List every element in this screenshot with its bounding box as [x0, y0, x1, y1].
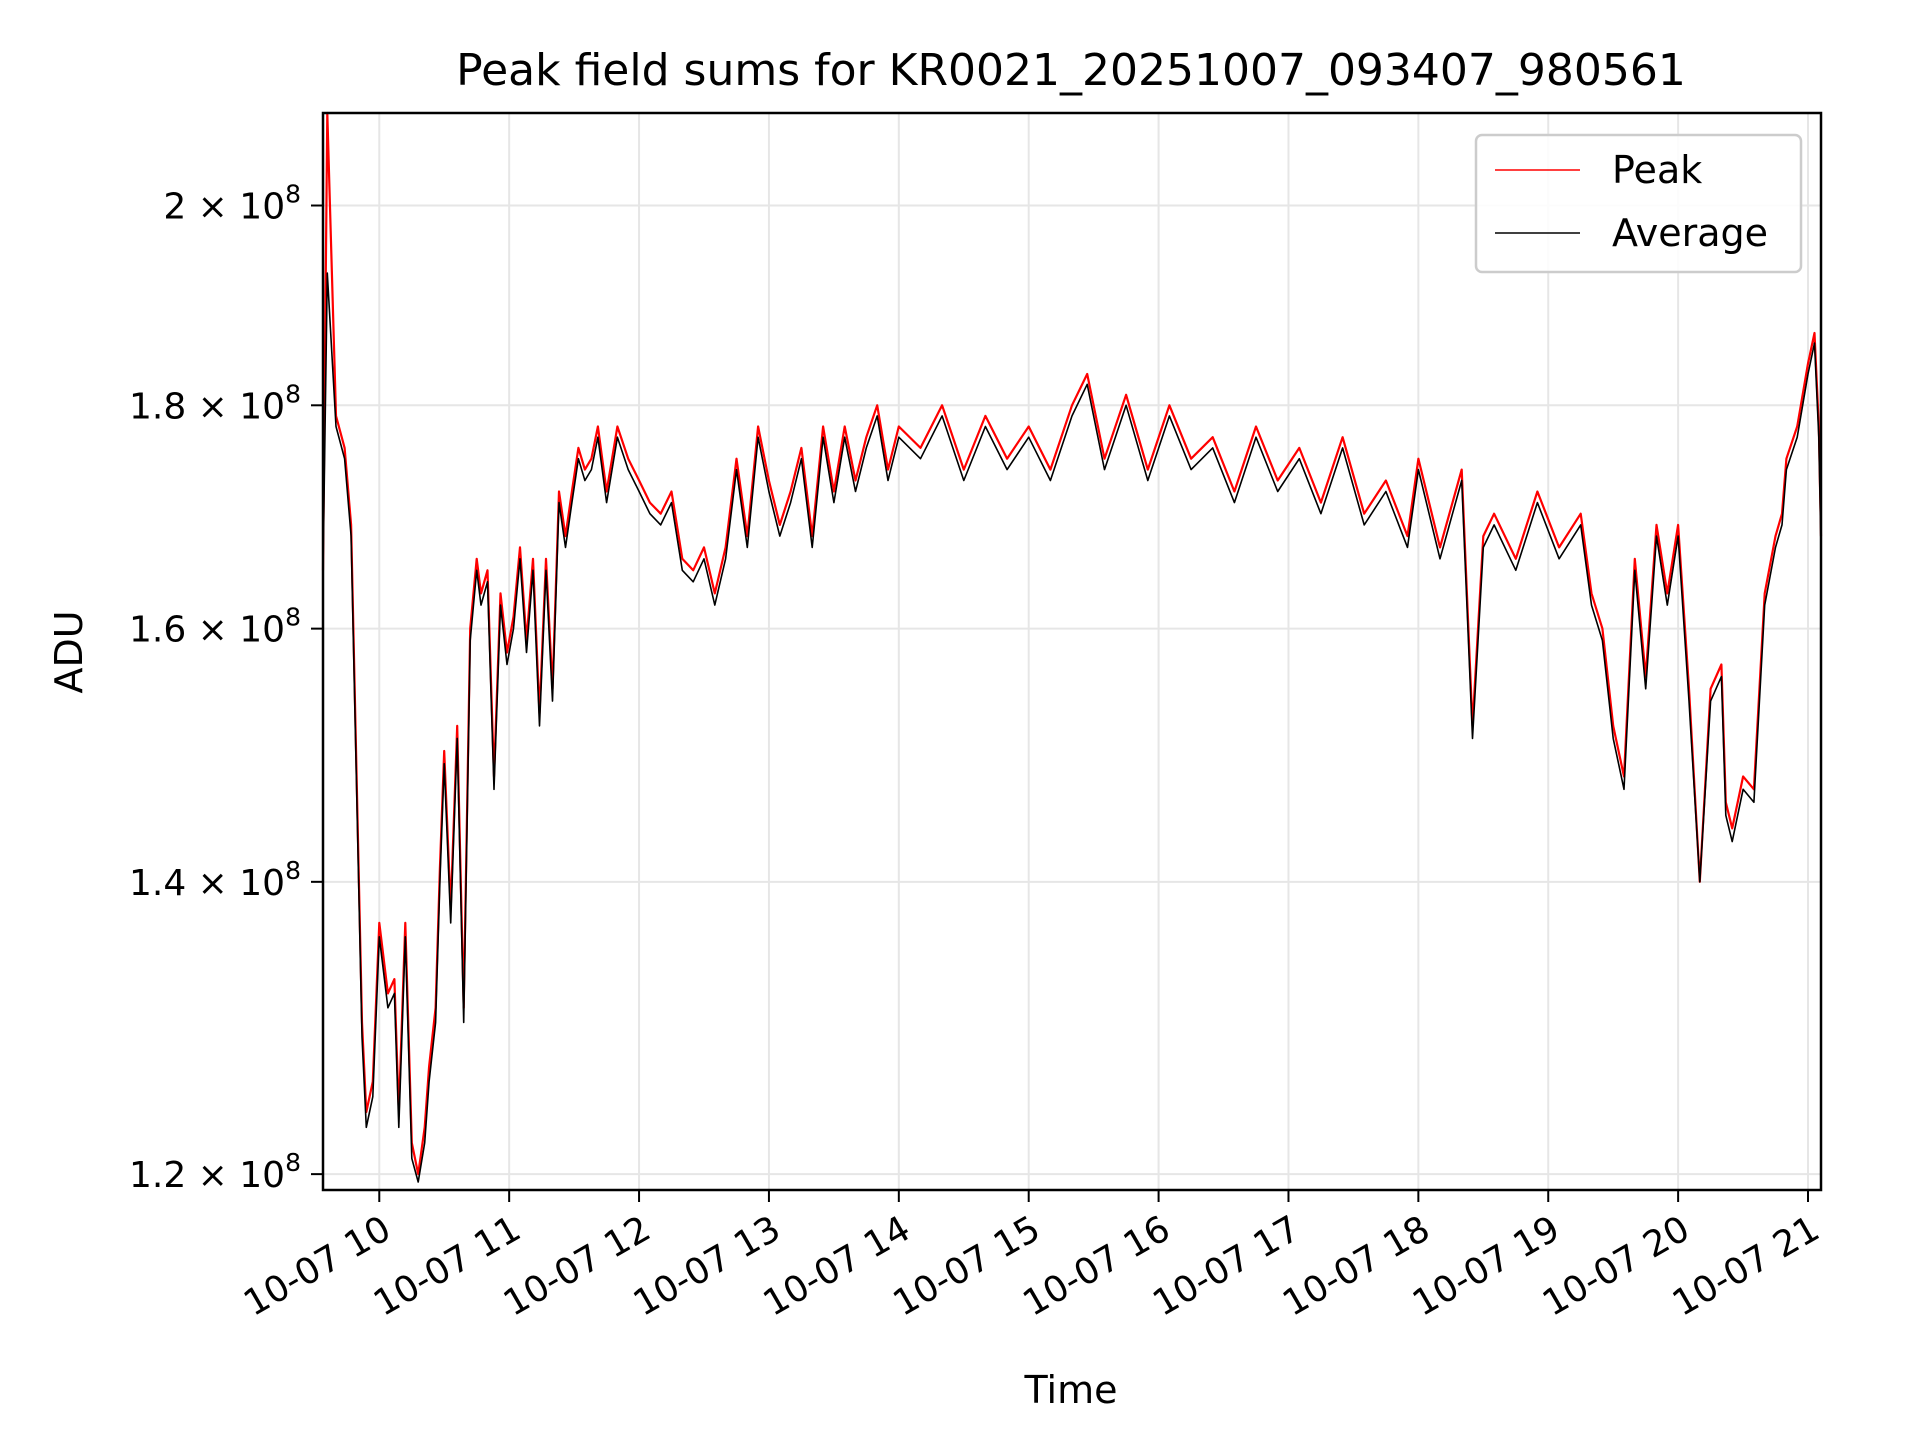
x-tick-label-10: 10-07 20	[1536, 1208, 1697, 1324]
x-tick-label-5: 10-07 15	[887, 1208, 1048, 1324]
x-tick-label-7: 10-07 17	[1146, 1208, 1307, 1324]
legend-label-average: Average	[1612, 211, 1768, 255]
x-tick-label-11: 10-07 21	[1666, 1208, 1827, 1324]
x-tick-label-9: 10-07 19	[1406, 1208, 1567, 1324]
y-tick-label-3: 1.8 × 108	[129, 379, 301, 427]
x-tick-label-8: 10-07 18	[1276, 1208, 1437, 1324]
legend-label-peak: Peak	[1612, 148, 1702, 192]
x-tick-label-0: 10-07 10	[237, 1208, 398, 1324]
x-tick-label-2: 10-07 12	[497, 1208, 658, 1324]
series-line-average	[322, 272, 1822, 1183]
x-tick-label-6: 10-07 16	[1016, 1208, 1177, 1324]
y-axis-label: ADU	[47, 610, 91, 693]
legend: Peak Average	[1474, 133, 1803, 274]
y-tick-label-2: 1.6 × 108	[129, 603, 301, 651]
y-tick-label-0: 1.2 × 108	[129, 1148, 301, 1196]
x-tick-label-3: 10-07 13	[627, 1208, 788, 1324]
y-tick-label-1: 1.4 × 108	[129, 856, 301, 904]
y-tick-label-4: 2 × 108	[163, 180, 301, 228]
grid-lines	[323, 113, 1821, 1190]
y-axis-ticks: 1.2 × 108 1.4 × 108 1.6 × 108 1.8 × 108 2 × …	[129, 180, 323, 1196]
x-tick-label-1: 10-07 11	[367, 1208, 528, 1324]
x-axis-label: Time	[1024, 1368, 1118, 1412]
series-layer	[321, 111, 1823, 1183]
x-tick-label-4: 10-07 14	[757, 1208, 918, 1324]
chart-title: Peak field sums for KR0021_20251007_0934…	[456, 45, 1686, 96]
plot-frame	[321, 111, 1823, 1192]
